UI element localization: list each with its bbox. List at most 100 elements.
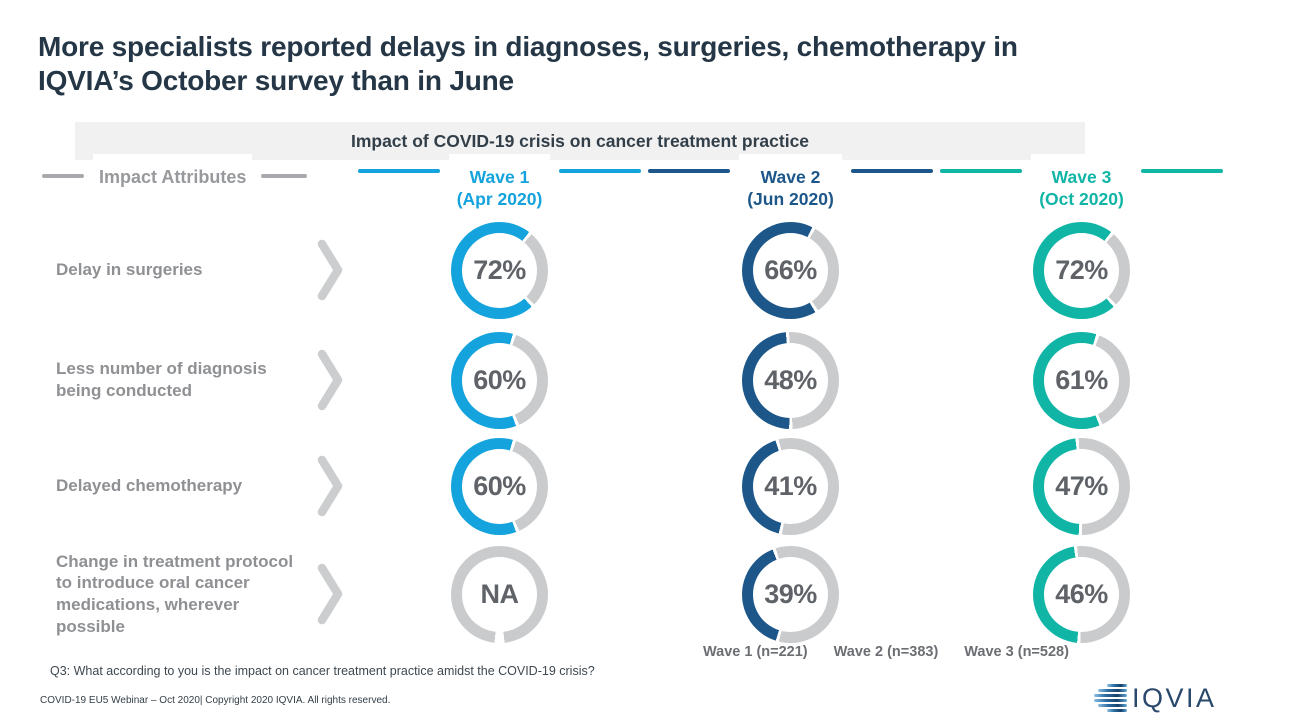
donut-value-label: 60% — [473, 364, 526, 395]
iqvia-logo-text: IQVIA — [1132, 682, 1217, 713]
header-line-icon — [940, 169, 1023, 173]
chevron-right-icon — [317, 563, 343, 625]
dash-icon — [42, 174, 84, 178]
donut-w2-r1: 66% — [742, 221, 839, 319]
donut-hole: NA — [462, 556, 537, 632]
impact-attributes-label: Impact Attributes — [93, 154, 253, 188]
chevron-right-icon — [317, 455, 343, 517]
sample-size-row: Wave 1 (n=221) Wave 2 (n=383) Wave 3 (n=52… — [703, 644, 1069, 660]
wave-header-label: Wave 3 (Oct 2020) — [1031, 154, 1132, 211]
logo-bar-icon — [1098, 704, 1127, 707]
donut-cell: 39% — [645, 538, 936, 650]
donut-w3-r3: 47% — [1033, 437, 1130, 535]
donut-hole: 61% — [1044, 342, 1119, 418]
donut-w2-r3: 41% — [742, 437, 839, 535]
donut-value-label: 72% — [473, 254, 526, 285]
donut-w1-r3: 60% — [451, 437, 548, 535]
donut-hole: 39% — [753, 556, 828, 632]
donut-w1-r1: 72% — [451, 221, 548, 319]
donut-hole: 60% — [462, 342, 537, 418]
donut-hole: 72% — [462, 232, 537, 308]
donut-cell: 66% — [645, 214, 936, 326]
wave-header-label: Wave 1 (Apr 2020) — [448, 154, 551, 211]
chevron-right-icon — [317, 349, 343, 411]
donut-value-label: 48% — [764, 364, 817, 395]
question-footnote: Q3: What according to you is the impact … — [50, 664, 595, 678]
spacer — [306, 152, 354, 214]
wave-header-label: Wave 2 (Jun 2020) — [739, 154, 842, 211]
chevron-cell — [306, 538, 354, 650]
donut-w3-r2: 61% — [1033, 331, 1130, 429]
table-row: Less number of diagnosis being conducted… — [0, 326, 1234, 434]
row-label: Delay in surgeries — [56, 260, 203, 280]
chevron-cell — [306, 434, 354, 538]
table-row: Change in treatment protocol to introduc… — [0, 538, 1234, 650]
logo-bar-icon — [1094, 694, 1127, 697]
donut-cell: 60% — [354, 434, 645, 538]
donut-cell: 41% — [645, 434, 936, 538]
row-label: Less number of diagnosis being conducted — [56, 359, 267, 400]
wave-header-1: Wave 1 (Apr 2020) — [354, 152, 645, 214]
donut-value-label: 39% — [764, 578, 817, 609]
donut-cell: NA — [354, 538, 645, 650]
donut-value-label: 41% — [764, 470, 817, 501]
sample-size-label: Wave 3 (n=528) — [964, 644, 1069, 660]
donut-value-label: 66% — [764, 254, 817, 285]
chart-title-banner: Impact of COVID-19 crisis on cancer trea… — [75, 122, 1085, 160]
logo-bar-icon — [1094, 699, 1127, 702]
table-header-row: Impact Attributes Wave 1 (Apr 2020) Wave … — [0, 152, 1290, 214]
donut-cell: 46% — [936, 538, 1227, 650]
logo-bar-icon — [1107, 709, 1127, 712]
donut-value-label: 72% — [1055, 254, 1108, 285]
page-title: More specialists reported delays in diag… — [38, 31, 1018, 96]
iqvia-logo: IQVIA — [1094, 684, 1217, 712]
chevron-cell — [306, 326, 354, 434]
impact-attributes-header: Impact Attributes — [42, 152, 308, 214]
donut-cell: 60% — [354, 326, 645, 434]
header-line-icon — [1140, 169, 1223, 173]
donut-value-label: 47% — [1055, 470, 1108, 501]
row-label: Delayed chemotherapy — [56, 476, 243, 496]
donut-hole: 41% — [753, 448, 828, 524]
donut-w3-r1: 72% — [1033, 221, 1130, 319]
donut-w3-r4: 46% — [1033, 545, 1130, 643]
donut-cell: 72% — [354, 214, 645, 326]
iqvia-stripes-icon — [1094, 684, 1127, 712]
row-label: Change in treatment protocol to introduc… — [56, 551, 294, 636]
donut-w2-r2: 48% — [742, 331, 839, 429]
chevron-right-icon — [317, 239, 343, 301]
donut-value-label: 61% — [1055, 364, 1108, 395]
donut-hole: 48% — [753, 342, 828, 418]
donut-cell: 47% — [936, 434, 1227, 538]
table-row: Delay in surgeries 72% 66% 72% — [0, 214, 1234, 326]
donut-w1-r2: 60% — [451, 331, 548, 429]
donut-hole: 66% — [753, 232, 828, 308]
donut-hole: 72% — [1044, 232, 1119, 308]
donut-value-label: 46% — [1055, 578, 1108, 609]
donut-hole: 60% — [462, 448, 537, 524]
donut-hole: 47% — [1044, 448, 1119, 524]
header-line-icon — [648, 169, 731, 173]
logo-bar-icon — [1098, 689, 1127, 692]
donut-cell: 72% — [936, 214, 1227, 326]
chevron-cell — [306, 214, 354, 326]
donut-hole: 46% — [1044, 556, 1119, 632]
table-row: Delayed chemotherapy 60% 41% 47% — [0, 434, 1234, 538]
donut-w2-r4: 39% — [742, 545, 839, 643]
donut-w1-r4: NA — [451, 545, 548, 643]
donut-value-label: NA — [480, 578, 520, 609]
header-line-icon — [559, 169, 642, 173]
donut-cell: 48% — [645, 326, 936, 434]
header-line-icon — [357, 169, 440, 173]
copyright-line: COVID-19 EU5 Webinar – Oct 2020| Copyrig… — [40, 695, 391, 706]
donut-table-body: Delay in surgeries 72% 66% 72% Less number o… — [0, 214, 1234, 650]
dash-icon — [261, 174, 308, 178]
logo-bar-icon — [1107, 684, 1127, 687]
wave-header-3: Wave 3 (Oct 2020) — [936, 152, 1227, 214]
wave-header-2: Wave 2 (Jun 2020) — [645, 152, 936, 214]
chart-title: Impact of COVID-19 crisis on cancer trea… — [350, 130, 810, 151]
donut-value-label: 60% — [473, 470, 526, 501]
sample-size-label: Wave 2 (n=383) — [833, 644, 939, 660]
sample-size-label: Wave 1 (n=221) — [703, 644, 808, 660]
